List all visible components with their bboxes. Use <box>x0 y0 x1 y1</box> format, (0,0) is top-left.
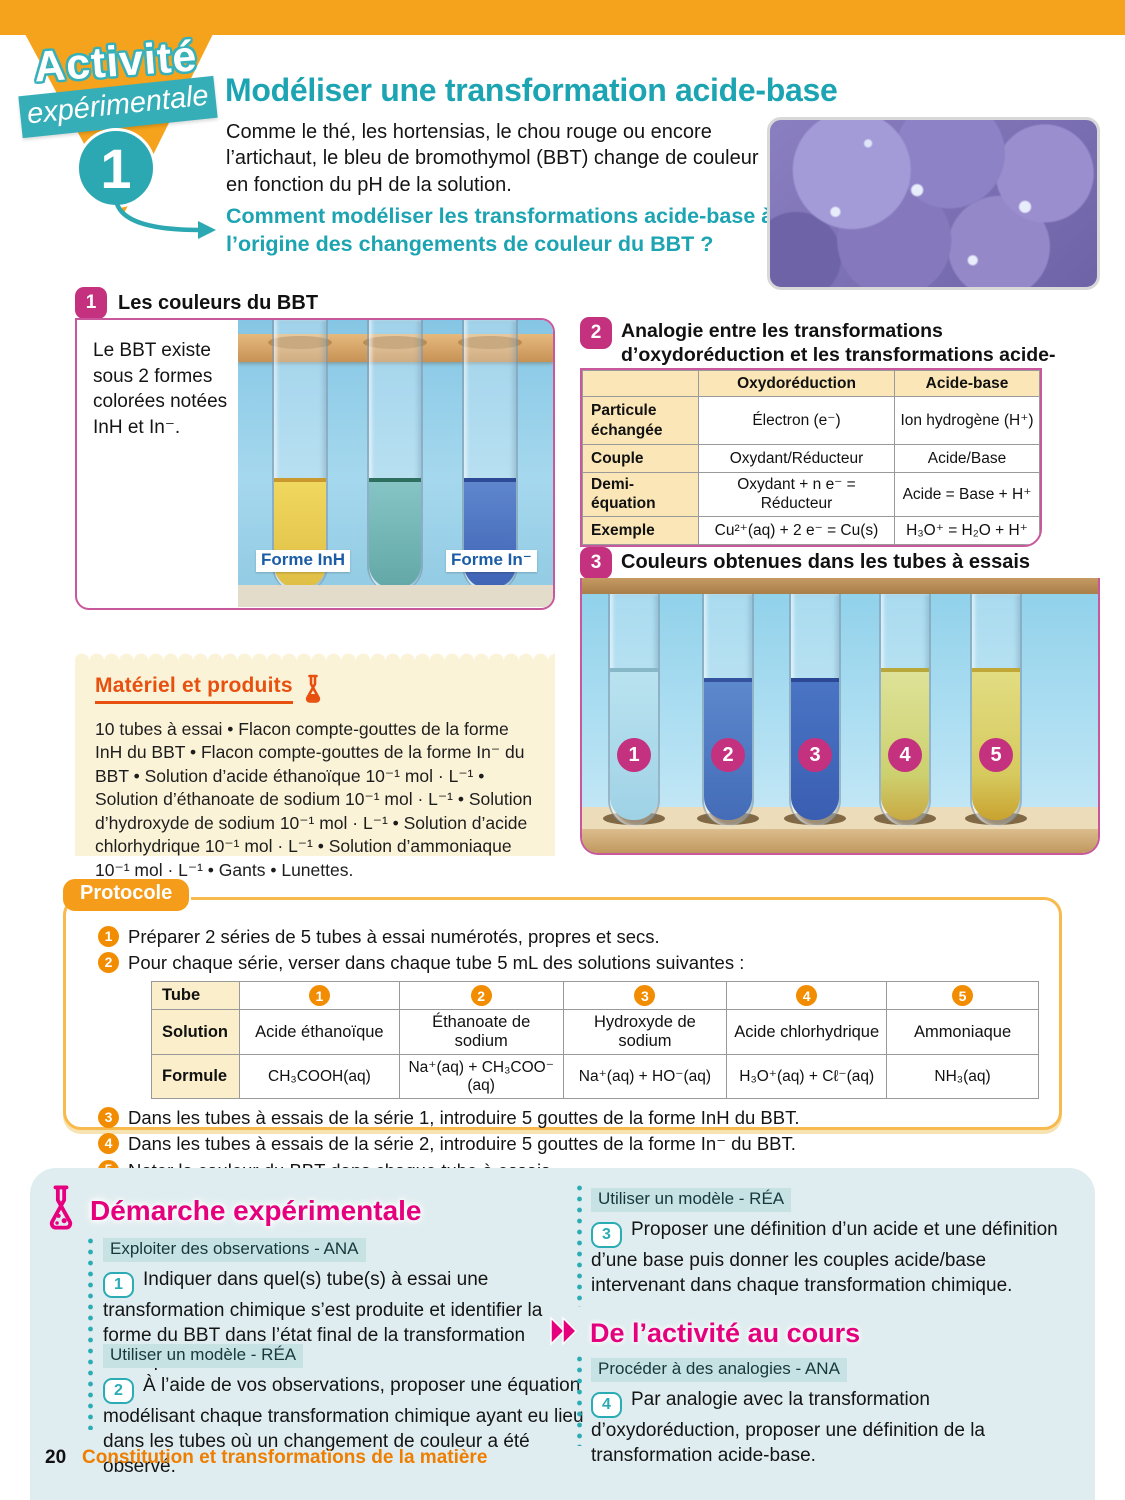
tube-number-badge: 5 <box>979 738 1013 772</box>
tube-intermediate <box>367 320 423 592</box>
tube-2 <box>702 594 754 826</box>
dotted-line <box>88 1238 93 1430</box>
chapter-title: Constitution et transformations de la ma… <box>82 1447 488 1468</box>
doc3-number-badge: 3 <box>580 547 612 579</box>
doc1-title: Les couleurs du BBT <box>118 292 319 314</box>
question-2-number: 2 <box>103 1377 134 1404</box>
activity-number-badge: 1 <box>76 128 156 208</box>
protocole-box: 1 Préparer 2 séries de 5 tubes à essai n… <box>63 897 1062 1181</box>
doc1-number-badge: 1 <box>75 287 107 319</box>
materiel-box: Matériel et produits 10 tubes à essai • … <box>75 651 555 880</box>
flask-icon <box>301 674 325 709</box>
intro-paragraph: Comme le thé, les hortensias, le chou ro… <box>226 121 759 196</box>
table-row: Exemple Cu²⁺(aq) + 2 e⁻ = Cu(s) H₃O⁺ = H… <box>582 515 1040 545</box>
doc1-caption: Le BBT existe sous 2 formes colorées not… <box>93 340 228 438</box>
tube-number-badge: 4 <box>888 738 922 772</box>
tube-col-badge: 5 <box>952 985 974 1007</box>
doc2-number-badge: 2 <box>580 317 612 349</box>
skill-tag: Utiliser un modèle - RÉA <box>591 1188 792 1212</box>
demarche-title: Démarche expérimentale <box>90 1194 422 1226</box>
skill-tag: Procéder à des analogies - ANA <box>591 1358 847 1382</box>
tube-col-badge: 3 <box>634 985 656 1007</box>
rack-front-rail <box>582 829 1098 853</box>
materiel-title: Matériel et produits <box>95 674 293 704</box>
tube-3 <box>789 594 841 826</box>
materiel-list: 10 tubes à essai • Flacon compte-gouttes… <box>95 719 533 880</box>
doc3-test-tubes-photo: 1 2 3 4 5 <box>580 578 1100 855</box>
top-orange-band <box>0 0 1125 35</box>
doc3-title: Couleurs obtenues dans les tubes à essai… <box>621 551 1031 573</box>
table-row: Particule échangée Électron (e⁻) Ion hyd… <box>582 396 1040 445</box>
tube-col-badge: 1 <box>308 985 330 1007</box>
page-number: 20 <box>45 1447 67 1468</box>
protocole-label: Protocole <box>63 879 190 911</box>
table-row: Solution Acide éthanoïque Éthanoate de s… <box>151 1009 1039 1056</box>
curved-arrow-icon <box>108 197 226 247</box>
question-1: 1 Indiquer dans quel(s) tube(s) à essai u… <box>103 1269 543 1371</box>
tube-number-badge: 1 <box>617 738 651 772</box>
analogy-table: Oxydoréduction Acide-base Particule écha… <box>580 368 1042 547</box>
tube-col-badge: 2 <box>470 985 492 1007</box>
question-1-number: 1 <box>103 1271 134 1298</box>
cours-title: De l’activité au cours <box>590 1318 861 1348</box>
page-title: Modéliser une transformation acide-base <box>225 72 838 108</box>
doc1-test-tubes-photo: Forme InH Forme In⁻ <box>238 320 553 607</box>
table-row: Couple Oxydant/Réducteur Acide/Base <box>582 444 1040 473</box>
rack-base <box>238 585 553 607</box>
skill-tag: Exploiter des observations - ANA <box>103 1238 366 1262</box>
protocole-step: 4 Dans les tubes à essais de la série 2,… <box>98 1132 1039 1155</box>
col-oxydoreduction: Oxydoréduction <box>698 370 895 397</box>
tube-number-badge: 2 <box>711 738 745 772</box>
solutions-table: Tube 1 2 3 4 5 Solution Acide éthanoïque… <box>151 981 1039 1100</box>
doc1-box: Le BBT existe sous 2 formes colorées not… <box>75 318 555 610</box>
label-forme-inh: Forme InH <box>256 550 351 572</box>
dotted-line <box>577 1356 582 1446</box>
table-row: Demi-équation Oxydant + n e⁻ = Réducteur… <box>582 472 1040 517</box>
protocole-step: 1 Préparer 2 séries de 5 tubes à essai n… <box>98 925 1039 948</box>
protocole-step: 3 Dans les tubes à essais de la série 1,… <box>98 1106 1039 1129</box>
skill-tag: Utiliser un modèle - RÉA <box>103 1344 304 1368</box>
question-3-number: 3 <box>591 1221 622 1248</box>
hydrangea-photo <box>767 117 1100 290</box>
demarche-section: Démarche expérimentale Exploiter des obs… <box>30 1168 1095 1500</box>
tube-4 <box>879 594 931 826</box>
question-4: 4 Par analogie avec la transformation d’o… <box>591 1389 985 1466</box>
table-row: Tube 1 2 3 4 5 <box>151 981 1039 1011</box>
col-acide-base: Acide-base <box>894 370 1040 397</box>
table-row: Formule CH₃COOH(aq) Na⁺(aq) + CH₃COO⁻ (a… <box>151 1054 1039 1100</box>
question-3: 3 Proposer une définition d’un acide et u… <box>591 1219 1058 1296</box>
dotted-line <box>577 1185 582 1307</box>
tube-5 <box>970 594 1022 826</box>
double-chevron-icon <box>548 1314 582 1353</box>
wooden-rack-top <box>582 578 1098 594</box>
label-forme-in: Forme In⁻ <box>446 550 537 572</box>
tube-number-badge: 3 <box>798 738 832 772</box>
tube-col-badge: 4 <box>796 985 818 1007</box>
tube-1 <box>608 594 660 826</box>
question-4-number: 4 <box>591 1391 622 1418</box>
flask-icon <box>42 1184 80 1237</box>
guiding-question: Comment modéliser les transformations ac… <box>226 204 774 256</box>
protocole-step: 2 Pour chaque série, verser dans chaque … <box>98 951 1039 974</box>
